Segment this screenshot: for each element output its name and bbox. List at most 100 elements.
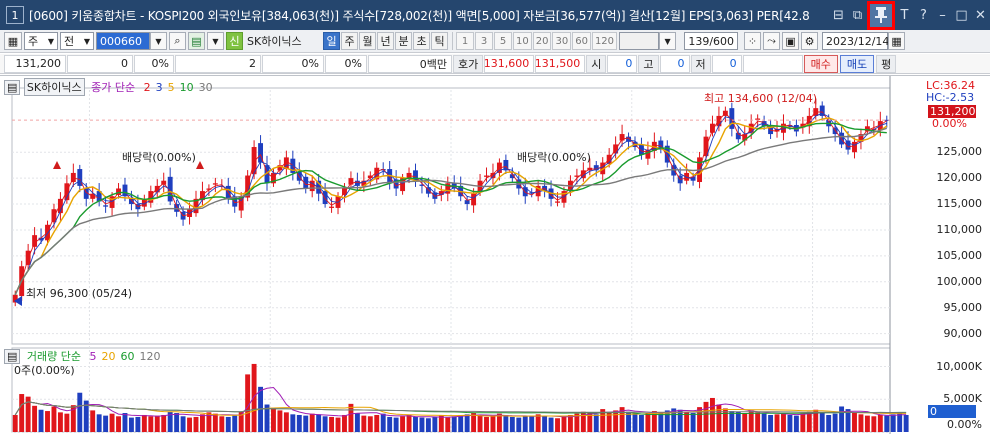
interval-button-3[interactable]: 3 [475, 32, 493, 50]
flat-button[interactable]: 평 [876, 54, 897, 73]
window-controls: ⊟ ⧉ T ? – □ ✕ [829, 0, 990, 30]
new-listing-badge[interactable]: 신 [226, 32, 243, 50]
legend-ma-3[interactable]: 3 [155, 81, 163, 94]
candle-body [638, 144, 644, 155]
save-icon[interactable]: ▣ [782, 32, 800, 50]
calendar-icon[interactable]: ▦ [888, 32, 906, 50]
restore-icon[interactable]: ⧉ [852, 7, 863, 23]
legend-ma-5[interactable]: 5 [167, 81, 175, 94]
volume-legend-ma-60[interactable]: 60 [120, 350, 135, 363]
sell-button[interactable]: 매도 [839, 54, 875, 73]
interval-button-20[interactable]: 20 [532, 32, 552, 50]
indicator-add-icon[interactable]: ⁘ [744, 32, 762, 50]
volume-bar [800, 413, 806, 432]
help-icon[interactable]: ? [920, 7, 927, 23]
date-input[interactable]: 2023/12/14 [822, 32, 889, 50]
buy-button[interactable]: 매수 [803, 54, 838, 73]
interval-button-1[interactable]: 1 [456, 32, 474, 50]
interval-dropdown[interactable]: ▼ [659, 32, 677, 50]
interval-button-60[interactable]: 60 [572, 32, 591, 50]
layout-icon[interactable]: ▦ [4, 32, 22, 50]
minimize-icon[interactable]: – [939, 7, 946, 23]
tab-period-0[interactable]: 일 [323, 32, 340, 50]
stock-list-dropdown[interactable]: ▼ [207, 32, 224, 50]
count-input[interactable]: 139/600 [684, 32, 739, 50]
search-icon[interactable]: ⌕ [169, 32, 186, 50]
stock-list-icon[interactable]: ▤ [188, 32, 205, 50]
volume-bar [522, 416, 528, 432]
legend-ma-10[interactable]: 10 [179, 81, 194, 94]
tab-period-1[interactable]: 주 [341, 32, 358, 50]
candle-body [51, 209, 57, 223]
volume-bar [51, 406, 57, 432]
candle-body [193, 198, 199, 214]
interval-button-120[interactable]: 120 [591, 32, 618, 50]
candle-body [735, 132, 741, 140]
drawing-tool-icon[interactable]: ⤳ [763, 32, 781, 50]
interval-button-30[interactable]: 30 [552, 32, 572, 50]
volume-bar [335, 417, 341, 432]
candle-body [806, 115, 812, 127]
stock-name: SK하이닉스 [247, 35, 302, 48]
code-dropdown-button[interactable]: ▼ [150, 32, 167, 50]
volume-bar [871, 416, 877, 432]
tab-period-2[interactable]: 월 [359, 32, 376, 50]
volume-bar [884, 415, 890, 432]
legend-stock-name[interactable]: SK하이닉스 [23, 78, 85, 96]
period-mode-select[interactable]: 전 ▼ [60, 32, 94, 50]
volume-value: 2 [175, 54, 261, 73]
volume-bar [503, 414, 509, 432]
window-number-badge[interactable]: 1 [6, 6, 24, 24]
volume-bar [400, 416, 406, 432]
volume-bar [703, 401, 709, 432]
legend-ma-30[interactable]: 30 [198, 81, 213, 94]
maximize-icon[interactable]: □ [955, 7, 968, 23]
volume-bar [845, 409, 851, 432]
volume-ma-line-60 [14, 401, 907, 416]
price-ma-line-5 [14, 117, 888, 296]
tab-period-3[interactable]: 년 [377, 32, 394, 50]
chart-canvas[interactable] [0, 76, 990, 434]
volume-bar [774, 414, 780, 432]
interval-button-10[interactable]: 10 [513, 32, 532, 50]
candle-body [413, 170, 418, 181]
volume-bar [322, 416, 328, 432]
volume-bar [57, 412, 63, 432]
tab-period-4[interactable]: 분 [395, 32, 412, 50]
price-tick-label: 115,000 [936, 197, 983, 211]
link-icon[interactable]: ⊟ [833, 7, 844, 23]
candle-body [658, 140, 664, 150]
interval-custom-input[interactable] [619, 32, 660, 50]
candle-body [277, 165, 283, 171]
volume-bar [697, 407, 703, 432]
candle-body [83, 188, 89, 199]
candle-body [755, 118, 761, 120]
stock-code-input[interactable]: 000660 [96, 32, 150, 50]
chart-area[interactable]: ▤ SK하이닉스 종가 단순 2 3 5 10 30 ▤ 거래량 단순 5 20 60 120… [0, 75, 990, 434]
volume-bar [393, 417, 399, 432]
candle-body [77, 169, 83, 186]
volume-pct-2: 0% [325, 54, 367, 73]
volume-bar [471, 413, 477, 432]
volume-legend-ma-20[interactable]: 20 [101, 350, 116, 363]
tab-period-5[interactable]: 초 [413, 32, 430, 50]
legend-menu-icon[interactable]: ▤ [4, 80, 21, 95]
volume-bar [464, 414, 470, 432]
legend-ma-2[interactable]: 2 [143, 81, 151, 94]
settings-icon[interactable]: ⚙ [801, 32, 819, 50]
volume-legend-ma-5[interactable]: 5 [89, 350, 97, 363]
market-select[interactable]: 주 ▼ [24, 32, 58, 50]
text-icon[interactable]: T [900, 7, 909, 23]
volume-bar [316, 414, 322, 432]
tab-period-6[interactable]: 틱 [431, 32, 448, 50]
price-change: 0 [67, 54, 133, 73]
volume-bar [877, 414, 883, 432]
volume-bar [199, 414, 205, 432]
close-icon[interactable]: ✕ [975, 7, 986, 23]
volume-bar [509, 416, 515, 432]
volume-legend-ma-120[interactable]: 120 [139, 350, 161, 363]
interval-button-5[interactable]: 5 [494, 32, 512, 50]
high-value: 0 [659, 54, 690, 73]
pin-icon[interactable] [867, 0, 895, 30]
